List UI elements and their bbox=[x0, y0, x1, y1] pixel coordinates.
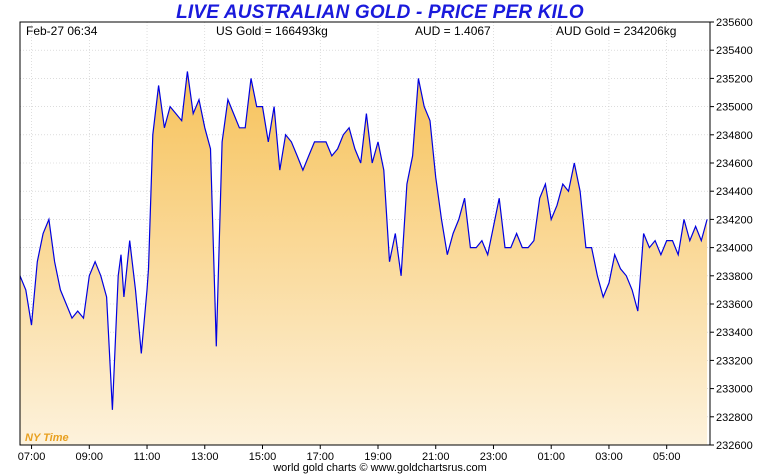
y-tick-label: 232800 bbox=[716, 412, 753, 424]
x-tick-label: 17:00 bbox=[306, 451, 334, 463]
x-tick-label: 13:00 bbox=[191, 451, 219, 463]
y-tick-label: 233800 bbox=[716, 271, 753, 283]
header-aud-rate: AUD = 1.4067 bbox=[415, 24, 491, 38]
y-tick-label: 234000 bbox=[716, 243, 753, 255]
x-tick-label: 09:00 bbox=[76, 451, 104, 463]
chart-footer: world gold charts © www.goldchartsrus.co… bbox=[273, 462, 487, 474]
y-tick-label: 234600 bbox=[716, 158, 753, 170]
x-tick-label: 15:00 bbox=[249, 451, 277, 463]
y-tick-label: 234800 bbox=[716, 130, 753, 142]
y-tick-label: 232600 bbox=[716, 440, 753, 452]
y-tick-label: 234400 bbox=[716, 186, 753, 198]
y-tick-label: 235600 bbox=[716, 17, 753, 29]
x-tick-label: 23:00 bbox=[480, 451, 508, 463]
price-area-fill bbox=[20, 71, 708, 446]
price-line bbox=[19, 71, 708, 410]
x-tick-label: 03:00 bbox=[595, 451, 623, 463]
header-datetime: Feb-27 06:34 bbox=[26, 24, 98, 38]
y-tick-label: 233200 bbox=[716, 355, 753, 367]
x-tick-label: 11:00 bbox=[134, 451, 161, 463]
x-tick-label: 19:00 bbox=[364, 451, 392, 463]
y-tick-label: 233000 bbox=[716, 384, 753, 396]
x-tick-label: 07:00 bbox=[18, 451, 46, 463]
y-tick-label: 233600 bbox=[716, 299, 753, 311]
header-aud-gold: AUD Gold = 234206kg bbox=[556, 24, 676, 38]
y-tick-label: 235200 bbox=[716, 73, 753, 85]
time-zone-label: NY Time bbox=[25, 432, 69, 444]
x-tick-label: 01:00 bbox=[537, 451, 565, 463]
y-tick-label: 235400 bbox=[716, 45, 753, 57]
y-tick-label: 235000 bbox=[716, 102, 753, 114]
axis-ticks: 232600 232800 233000 233200 233400 233600 2338… bbox=[18, 17, 753, 463]
y-tick-label: 233400 bbox=[716, 327, 753, 339]
chart-title: LIVE AUSTRALIAN GOLD - PRICE PER KILO bbox=[176, 2, 584, 23]
y-tick-label: 234200 bbox=[716, 214, 753, 226]
x-tick-label: 21:00 bbox=[422, 451, 450, 463]
x-tick-label: 05:00 bbox=[653, 451, 681, 463]
header-us-gold: US Gold = 166493kg bbox=[216, 24, 328, 38]
plot-frame bbox=[19, 21, 711, 446]
